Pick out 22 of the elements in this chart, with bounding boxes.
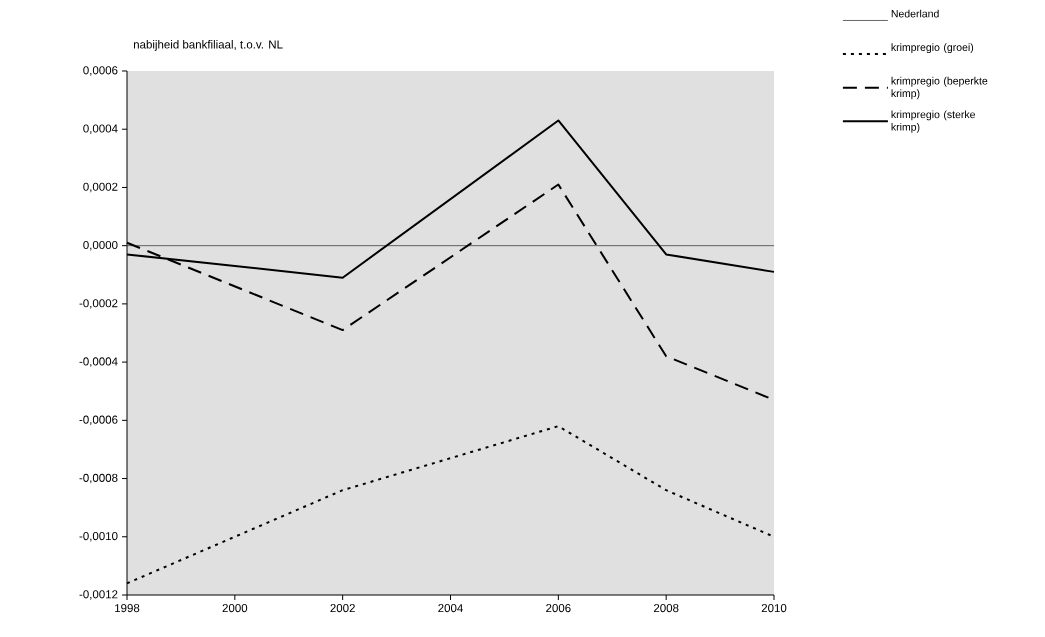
- x-tick-label: 2008: [653, 604, 679, 613]
- y-tick-label: 0,0002: [83, 182, 118, 193]
- x-tick-label: 2002: [330, 604, 355, 613]
- legend-label: Nederland: [891, 9, 939, 18]
- y-tick-label: 0,0004: [83, 124, 118, 134]
- y-tick-label: -0,0008: [79, 473, 118, 484]
- x-tick-label: 1998: [115, 604, 140, 613]
- legend-label: krimpregio (beperkte krimp): [891, 76, 988, 100]
- x-tick-label: 2000: [222, 604, 248, 613]
- x-tick-label: 2004: [438, 604, 463, 613]
- x-tick-label: 2010: [761, 604, 787, 613]
- y-tick-label: -0,0010: [79, 532, 118, 542]
- legend-label: krimpregio (sterke krimp): [891, 110, 976, 133]
- y-tick-label: -0,0002: [79, 299, 118, 309]
- y-tick-label: -0,0006: [79, 415, 118, 426]
- y-tick-label: 0,0006: [83, 66, 118, 76]
- y-tick-label: -0,0012: [79, 590, 118, 600]
- y-tick-label: 0,0000: [83, 240, 118, 251]
- chart-title: nabijheid bankfiliaal, t.o.v. NL: [133, 40, 283, 51]
- legend-label: krimpregio (groei): [891, 43, 974, 54]
- x-tick-label: 2006: [546, 604, 571, 613]
- y-tick-label: -0,0004: [79, 357, 118, 367]
